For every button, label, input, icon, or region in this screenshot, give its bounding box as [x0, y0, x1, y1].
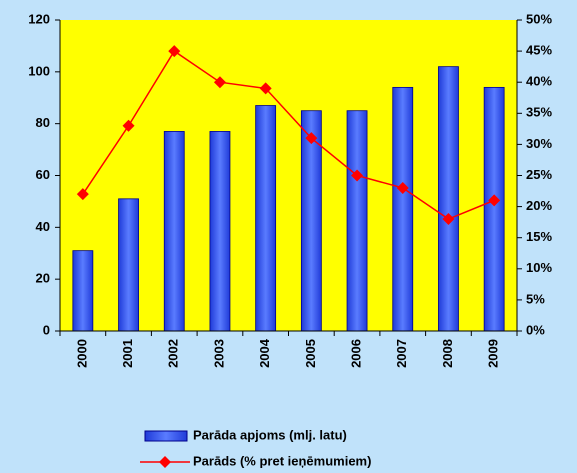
marker: [442, 213, 455, 226]
y2-tick-label: 20%: [526, 198, 552, 213]
bar: [255, 105, 277, 332]
y2-tick-label: 25%: [526, 167, 552, 182]
bar: [346, 110, 368, 332]
bar: [163, 131, 185, 332]
x-tick-label: 2003: [211, 339, 226, 368]
x-tick-label: 2006: [348, 339, 363, 368]
bar: [209, 131, 231, 332]
y2-tick-label: 50%: [526, 11, 552, 26]
legend-label: Parāds (% pret ieņēmumiem): [193, 453, 371, 468]
legend-marker: [159, 456, 171, 468]
x-tick-label: 2000: [74, 339, 89, 368]
y-tick-label: 80: [36, 115, 50, 130]
x-tick-label: 2008: [440, 339, 455, 368]
marker: [213, 76, 226, 89]
y2-tick-label: 15%: [526, 229, 552, 244]
bar: [392, 86, 414, 332]
x-tick-label: 2002: [166, 339, 181, 368]
y-tick-label: 100: [28, 63, 50, 78]
y2-tick-label: 35%: [526, 105, 552, 120]
y2-tick-label: 0%: [526, 322, 545, 337]
y2-tick-label: 40%: [526, 74, 552, 89]
legend-label: Parāda apjoms (mlj. latu): [193, 427, 347, 442]
x-tick-label: 2007: [394, 339, 409, 368]
marker: [259, 82, 272, 95]
marker: [351, 169, 364, 182]
bar: [118, 198, 139, 332]
bar: [438, 66, 459, 332]
bar: [72, 250, 94, 332]
y2-tick-label: 45%: [526, 43, 552, 58]
marker: [488, 194, 501, 207]
marker: [396, 181, 409, 194]
marker: [168, 45, 181, 58]
y-tick-label: 40: [36, 219, 50, 234]
x-tick-label: 2001: [120, 339, 135, 368]
y2-tick-label: 10%: [526, 260, 552, 275]
y-tick-label: 60: [36, 167, 50, 182]
bar: [483, 86, 505, 332]
marker: [305, 132, 318, 145]
x-tick-label: 2004: [257, 338, 272, 368]
legend-swatch: [144, 430, 188, 442]
y2-tick-label: 5%: [526, 291, 545, 306]
marker: [122, 119, 135, 132]
y-tick-label: 120: [28, 11, 50, 26]
line: [82, 50, 495, 220]
y2-tick-label: 30%: [526, 136, 552, 151]
x-tick-label: 2009: [486, 339, 501, 368]
y-tick-label: 0: [43, 322, 50, 337]
y-tick-label: 20: [36, 271, 50, 286]
x-tick-label: 2005: [303, 339, 318, 368]
marker: [76, 188, 89, 201]
